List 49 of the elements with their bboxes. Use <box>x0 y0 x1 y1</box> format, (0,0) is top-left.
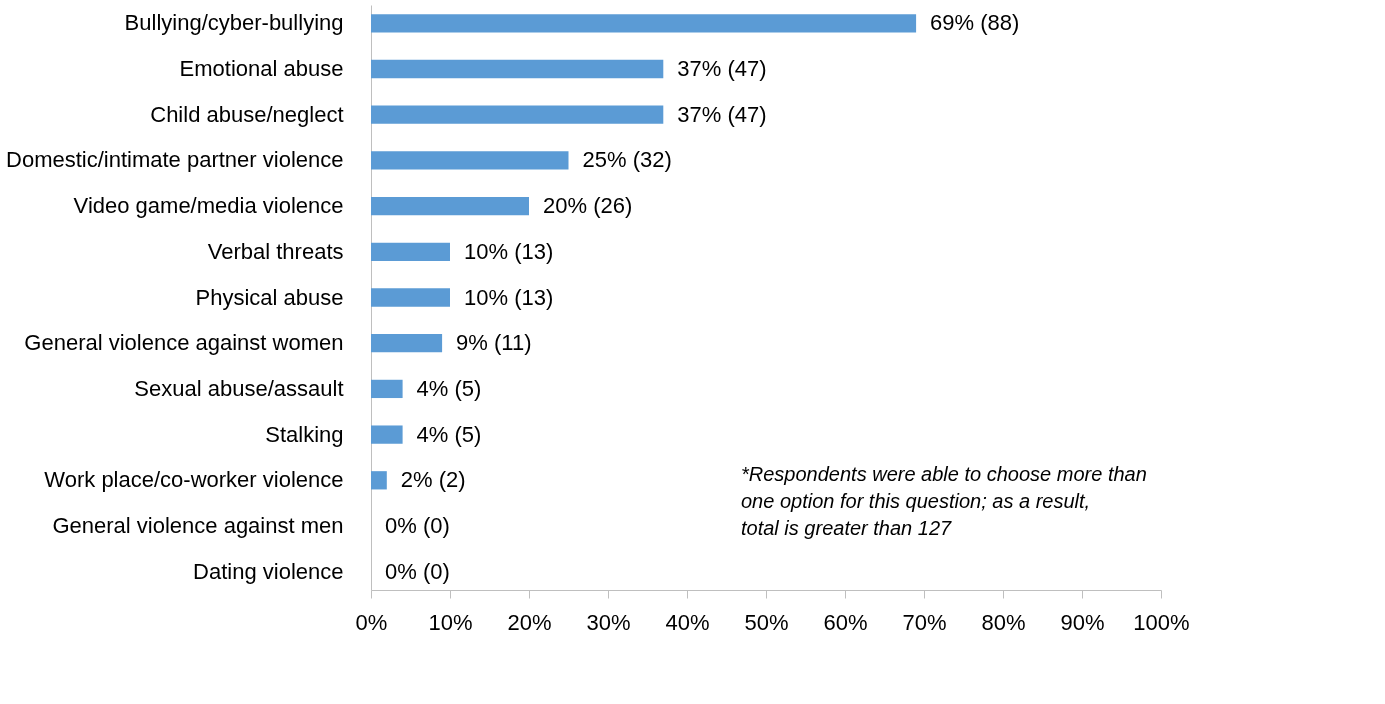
x-tick-label: 30% <box>586 609 631 635</box>
y-tick-label: Physical abuse <box>195 284 344 310</box>
data-label: 37% (47) <box>677 55 767 81</box>
y-tick-label: General violence against men <box>52 513 344 539</box>
data-label: 9% (11) <box>456 330 532 356</box>
bar <box>371 59 664 79</box>
x-tick-label: 70% <box>902 609 947 635</box>
data-label: 69% (88) <box>930 10 1020 36</box>
y-tick-label: Domestic/intimate partner violence <box>6 147 344 173</box>
data-label: 4% (5) <box>416 421 482 447</box>
data-label: 25% (32) <box>582 147 672 173</box>
data-label: 10% (13) <box>464 238 554 264</box>
y-tick-label: Bullying/cyber-bullying <box>124 10 344 36</box>
data-label: 0% (0) <box>385 513 450 539</box>
bar <box>371 242 450 261</box>
x-tick-label: 90% <box>1060 609 1105 635</box>
data-label: 20% (26) <box>543 193 633 219</box>
data-label: 37% (47) <box>677 101 767 127</box>
bar <box>371 334 443 353</box>
x-tick-label: 60% <box>823 609 868 635</box>
x-tick-label: 80% <box>981 609 1026 635</box>
x-tick-label: 20% <box>507 609 552 635</box>
y-tick-label: Sexual abuse/assault <box>134 375 344 401</box>
y-tick-label: Dating violence <box>193 558 344 584</box>
bar <box>371 471 387 490</box>
bar <box>371 288 450 307</box>
x-tick-label: 40% <box>665 609 710 635</box>
x-tick-label: 0% <box>355 609 388 635</box>
y-tick-label: Verbal threats <box>207 238 344 264</box>
bar <box>371 425 403 444</box>
data-label: 10% (13) <box>464 284 554 310</box>
data-label: 2% (2) <box>400 467 466 493</box>
bar <box>371 196 529 216</box>
x-tick-label: 10% <box>428 609 473 635</box>
bar <box>371 379 403 399</box>
data-label: 0% (0) <box>385 558 450 584</box>
y-tick-label: General violence against women <box>24 330 344 356</box>
bar <box>371 105 664 124</box>
bar <box>371 14 917 33</box>
x-tick-label: 50% <box>744 609 789 635</box>
x-tick-label: 100% <box>1133 609 1190 635</box>
y-tick-label: Emotional abuse <box>179 55 344 81</box>
y-tick-label: Child abuse/neglect <box>150 101 344 127</box>
y-tick-label: Work place/co-worker violence <box>44 467 344 493</box>
y-tick-label: Video game/media violence <box>73 193 344 219</box>
annotation: *Respondents were able to choose more than one option for this question; as a result, total is greater than 127 <box>741 463 1147 539</box>
bar <box>371 151 569 170</box>
data-label: 4% (5) <box>416 375 482 401</box>
y-tick-label: Stalking <box>265 421 344 447</box>
